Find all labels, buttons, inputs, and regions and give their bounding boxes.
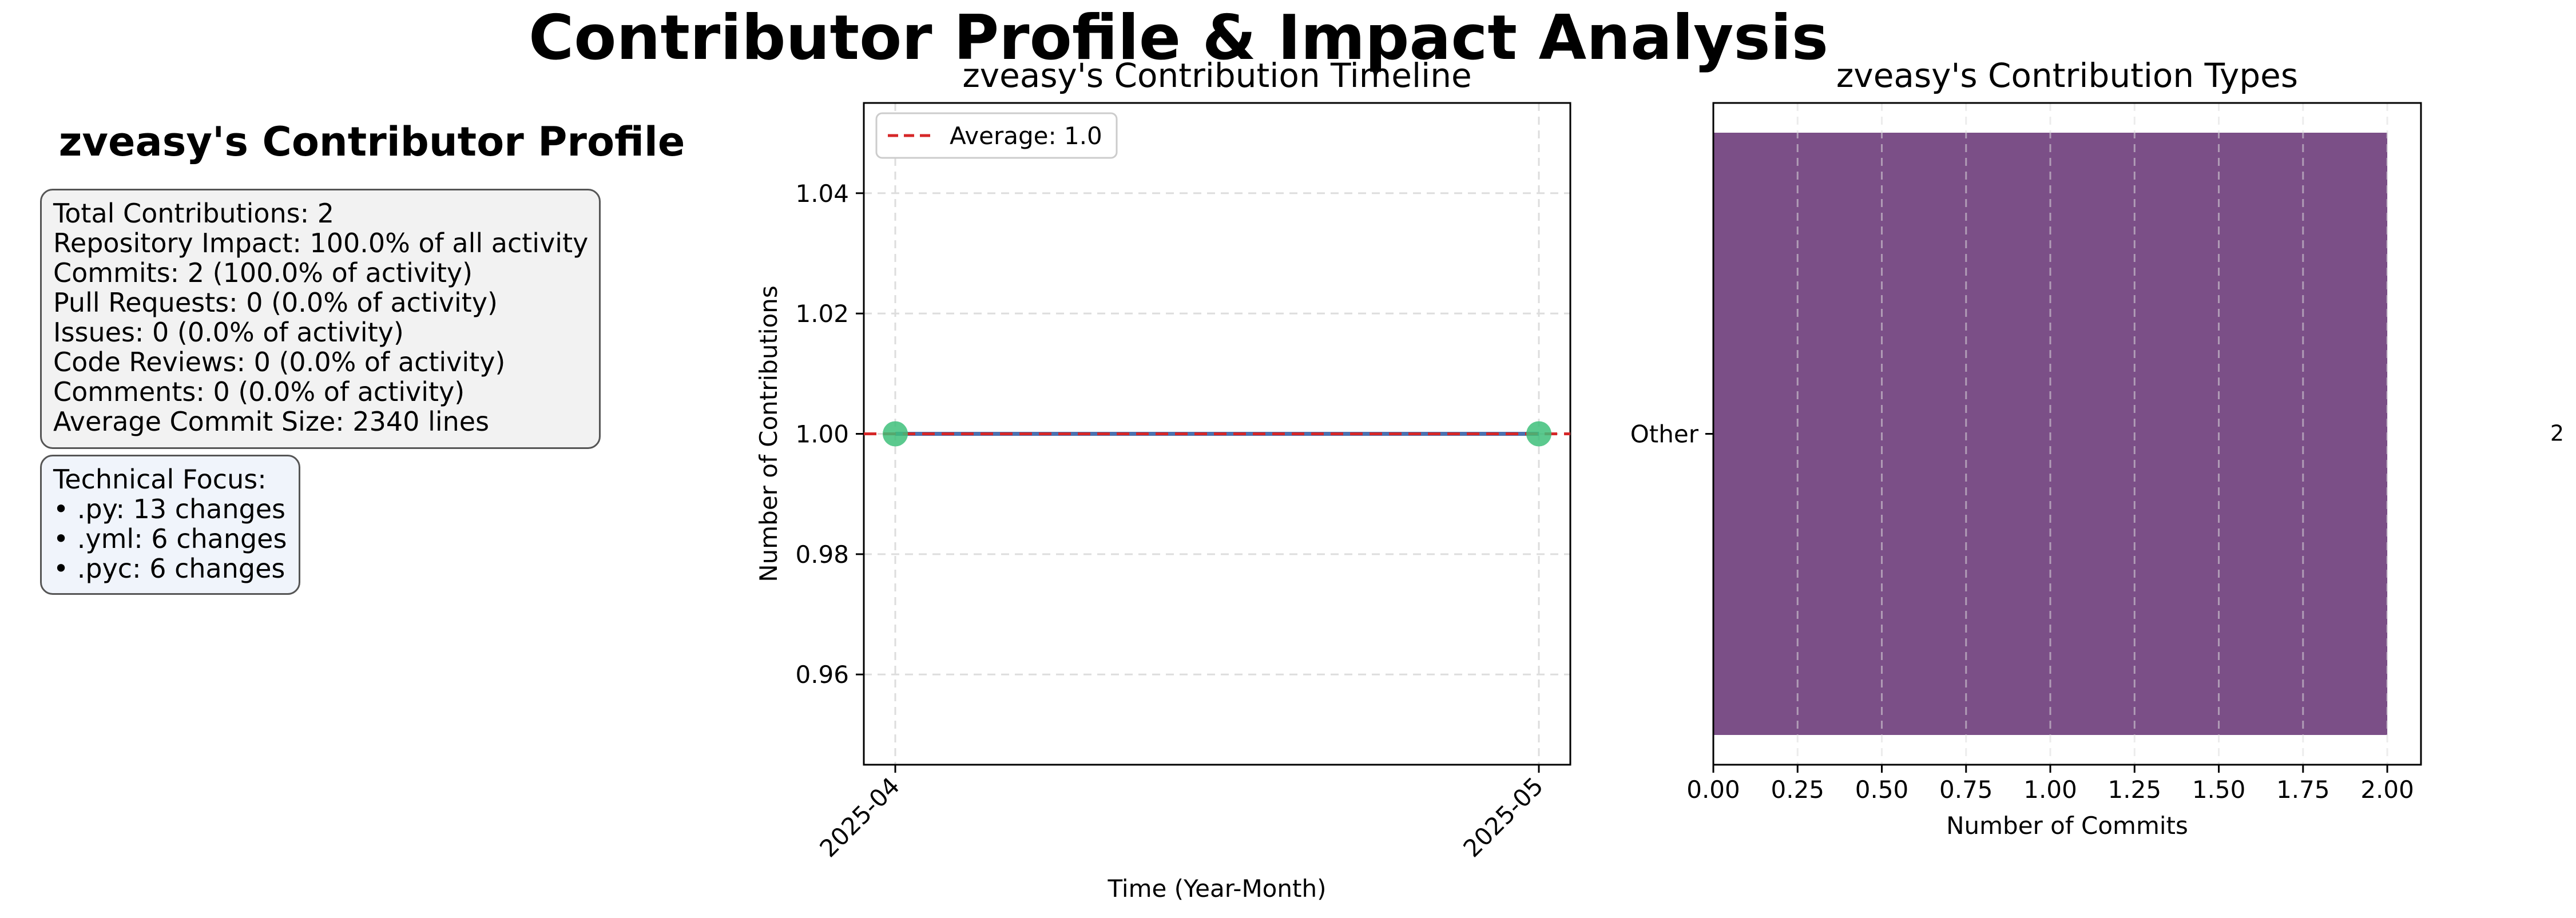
timeline-legend-label: Average: 1.0 (950, 122, 1102, 150)
stat-code-reviews: Code Reviews: 0 (0.0% of activity) (53, 347, 506, 377)
stat-commits: Commits: 2 (100.0% of activity) (53, 257, 473, 288)
timeline-point (883, 421, 908, 447)
timeline-ytick-label: 1.00 (795, 420, 849, 448)
timeline-xlabel: Time (Year-Month) (1108, 875, 1327, 903)
types-xtick-label: 2.00 (2360, 776, 2414, 804)
focus-item-py: • .py: 13 changes (53, 494, 285, 524)
types-xtick-label: 0.50 (1855, 776, 1909, 804)
profile-title: zveasy's Contributor Profile (58, 118, 685, 165)
focus-item-yml: • .yml: 6 changes (53, 523, 287, 554)
profile-stats-box: Total Contributions: 2 Repository Impact… (40, 189, 601, 449)
types-xtick-label: 0.75 (1939, 776, 1993, 804)
stat-comments: Comments: 0 (0.0% of activity) (53, 376, 465, 407)
timeline-ytick-label: 1.04 (795, 180, 849, 208)
timeline-title: zveasy's Contribution Timeline (962, 56, 1471, 95)
types-xtick-label: 0.00 (1686, 776, 1740, 804)
technical-focus-title: Technical Focus: (53, 464, 267, 495)
types-xtick-label: 1.75 (2276, 776, 2330, 804)
timeline-ytick-label: 0.96 (795, 661, 849, 689)
timeline-ylabel: Number of Contributions (755, 285, 783, 582)
timeline-xtick-label: 2025-05 (1458, 772, 1549, 863)
timeline-point (1526, 421, 1551, 447)
types-xtick-label: 1.00 (2023, 776, 2077, 804)
stat-issues: Issues: 0 (0.0% of activity) (53, 317, 404, 348)
types-xtick-label: 1.50 (2192, 776, 2246, 804)
focus-item-pyc: • .pyc: 6 changes (53, 553, 285, 584)
timeline-ytick-label: 1.02 (795, 300, 849, 328)
timeline-xtick-label: 2025-04 (814, 772, 905, 863)
types-title: zveasy's Contribution Types (1836, 56, 2298, 95)
stat-total-contributions: Total Contributions: 2 (53, 198, 335, 229)
timeline-legend-box (875, 112, 1118, 159)
stat-pull-requests: Pull Requests: 0 (0.0% of activity) (53, 287, 498, 318)
types-value-label: 2 (2550, 421, 2564, 446)
stat-average-commit-size: Average Commit Size: 2340 lines (53, 406, 490, 437)
technical-focus-box: Technical Focus: • .py: 13 changes • .ym… (40, 455, 300, 595)
types-xtick-label: 1.25 (2108, 776, 2162, 804)
figure-title: Contributor Profile & Impact Analysis (529, 2, 1828, 74)
stat-repository-impact: Repository Impact: 100.0% of all activit… (53, 228, 589, 259)
timeline-ytick-label: 0.98 (795, 541, 849, 569)
types-xtick-label: 0.25 (1771, 776, 1825, 804)
types-category-label: Other (1630, 420, 1699, 448)
types-xlabel: Number of Commits (1946, 812, 2188, 840)
